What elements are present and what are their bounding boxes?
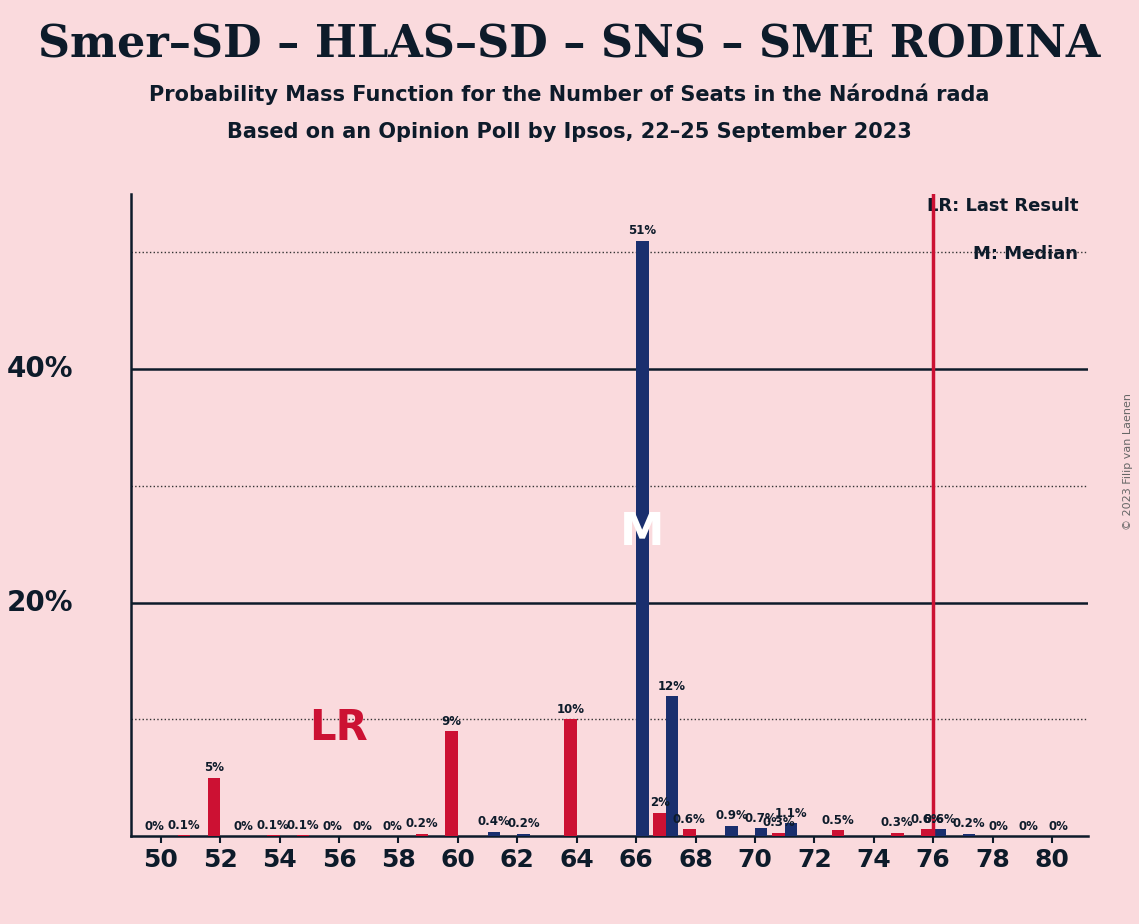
Text: 5%: 5%: [204, 761, 224, 774]
Bar: [920, 829, 933, 836]
Bar: [445, 731, 458, 836]
Text: 0.1%: 0.1%: [257, 819, 289, 832]
Bar: [785, 823, 797, 836]
Bar: [962, 833, 975, 836]
Bar: [683, 829, 696, 836]
Text: 0.6%: 0.6%: [673, 813, 706, 826]
Text: © 2023 Filip van Laenen: © 2023 Filip van Laenen: [1123, 394, 1132, 530]
Bar: [755, 828, 768, 836]
Bar: [891, 833, 903, 836]
Text: 0%: 0%: [989, 820, 1009, 833]
Text: 0%: 0%: [145, 820, 164, 833]
Bar: [487, 832, 500, 836]
Text: 0%: 0%: [383, 820, 402, 833]
Text: 0.6%: 0.6%: [923, 813, 956, 826]
Text: LR: Last Result: LR: Last Result: [927, 197, 1079, 215]
Text: Smer–SD – HLAS–SD – SNS – SME RODINA: Smer–SD – HLAS–SD – SNS – SME RODINA: [39, 23, 1100, 67]
Text: 9%: 9%: [442, 714, 461, 727]
Text: 0.5%: 0.5%: [821, 814, 854, 827]
Bar: [564, 720, 576, 836]
Text: M: Median: M: Median: [973, 246, 1079, 263]
Text: 0%: 0%: [233, 820, 254, 833]
Bar: [416, 833, 428, 836]
Bar: [178, 835, 190, 836]
Text: Based on an Opinion Poll by Ipsos, 22–25 September 2023: Based on an Opinion Poll by Ipsos, 22–25…: [227, 122, 912, 142]
Text: 0%: 0%: [322, 820, 343, 833]
Text: 0.2%: 0.2%: [405, 818, 439, 831]
Bar: [517, 833, 530, 836]
Text: 2%: 2%: [649, 796, 670, 809]
Text: 0%: 0%: [1018, 820, 1039, 833]
Bar: [267, 835, 279, 836]
Text: Probability Mass Function for the Number of Seats in the Národná rada: Probability Mass Function for the Number…: [149, 83, 990, 104]
Text: 0.2%: 0.2%: [953, 818, 985, 831]
Bar: [297, 835, 310, 836]
Text: 0.1%: 0.1%: [287, 819, 319, 832]
Text: 1.1%: 1.1%: [775, 807, 808, 820]
Text: 40%: 40%: [7, 355, 74, 383]
Text: 0.3%: 0.3%: [880, 816, 913, 829]
Text: 10%: 10%: [557, 703, 584, 716]
Text: LR: LR: [310, 707, 368, 748]
Text: 0.9%: 0.9%: [715, 809, 748, 822]
Text: 51%: 51%: [629, 225, 656, 237]
Text: 0%: 0%: [1048, 820, 1068, 833]
Text: 0.7%: 0.7%: [745, 811, 778, 824]
Bar: [726, 826, 738, 836]
Text: 20%: 20%: [7, 589, 74, 616]
Bar: [207, 778, 220, 836]
Text: 0.4%: 0.4%: [477, 815, 510, 828]
Bar: [636, 241, 648, 836]
Bar: [654, 813, 666, 836]
Text: 0%: 0%: [352, 820, 372, 833]
Text: M: M: [620, 511, 664, 554]
Text: 0.3%: 0.3%: [762, 816, 795, 829]
Bar: [666, 696, 679, 836]
Text: 12%: 12%: [658, 680, 686, 693]
Bar: [831, 831, 844, 836]
Bar: [772, 833, 785, 836]
Text: 0.2%: 0.2%: [507, 818, 540, 831]
Text: 0.6%: 0.6%: [910, 813, 943, 826]
Text: 0.1%: 0.1%: [167, 819, 200, 832]
Bar: [933, 829, 945, 836]
